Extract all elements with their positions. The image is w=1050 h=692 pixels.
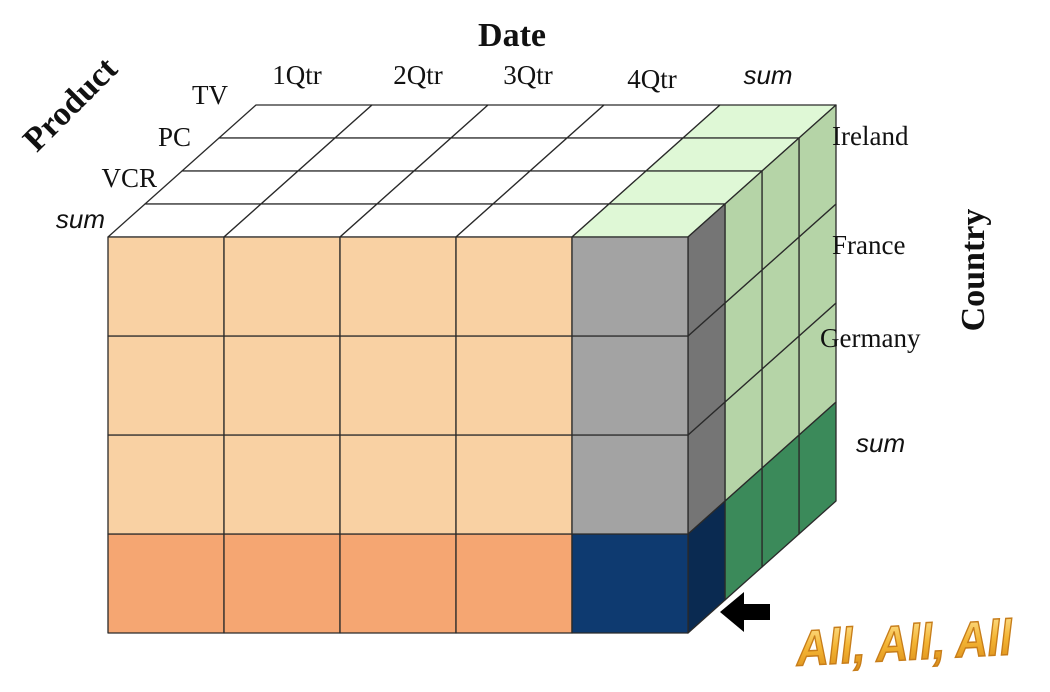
cell-front-face <box>339 236 457 337</box>
cell-front-face <box>107 533 225 634</box>
cell-front-face <box>455 335 573 436</box>
cell-front-face <box>571 335 689 436</box>
product-label-sum: sum <box>56 204 105 234</box>
country-label-sum: sum <box>856 428 905 458</box>
all-all-all-callout: All, All, All <box>793 609 1014 676</box>
product-label-vcr: VCR <box>101 163 157 193</box>
cell-front-face <box>339 335 457 436</box>
cell-front-face <box>107 236 225 337</box>
date-label-1qtr: 1Qtr <box>272 60 322 90</box>
cell-front-face <box>455 236 573 337</box>
country-axis-title: Country <box>955 209 992 332</box>
cell-front-face <box>107 335 225 436</box>
country-label-germany: Germany <box>820 323 921 353</box>
cell-front-face <box>571 533 689 634</box>
cell-front-face <box>455 533 573 634</box>
country-label-ireland: Ireland <box>832 121 909 151</box>
product-axis-title: Product <box>16 50 125 159</box>
cell-front-face <box>571 434 689 535</box>
cell-front-face <box>455 434 573 535</box>
date-label-2qtr: 2Qtr <box>393 60 443 90</box>
country-label-france: France <box>832 230 905 260</box>
cell-front-face <box>223 236 341 337</box>
date-axis-title: Date <box>478 17 546 54</box>
cell-front-face <box>223 533 341 634</box>
arrow-left-icon <box>720 592 770 632</box>
cell-front-face <box>107 434 225 535</box>
cell-front-face <box>223 434 341 535</box>
cube-cells <box>107 104 837 634</box>
date-label-4qtr: 4Qtr <box>627 64 677 94</box>
cell-front-face <box>571 236 689 337</box>
cell-front-face <box>223 335 341 436</box>
date-label-sum: sum <box>743 60 792 90</box>
cell-front-face <box>339 434 457 535</box>
cell-front-face <box>339 533 457 634</box>
product-label-pc: PC <box>158 122 191 152</box>
product-label-tv: TV <box>192 80 228 110</box>
date-label-3qtr: 3Qtr <box>503 60 553 90</box>
